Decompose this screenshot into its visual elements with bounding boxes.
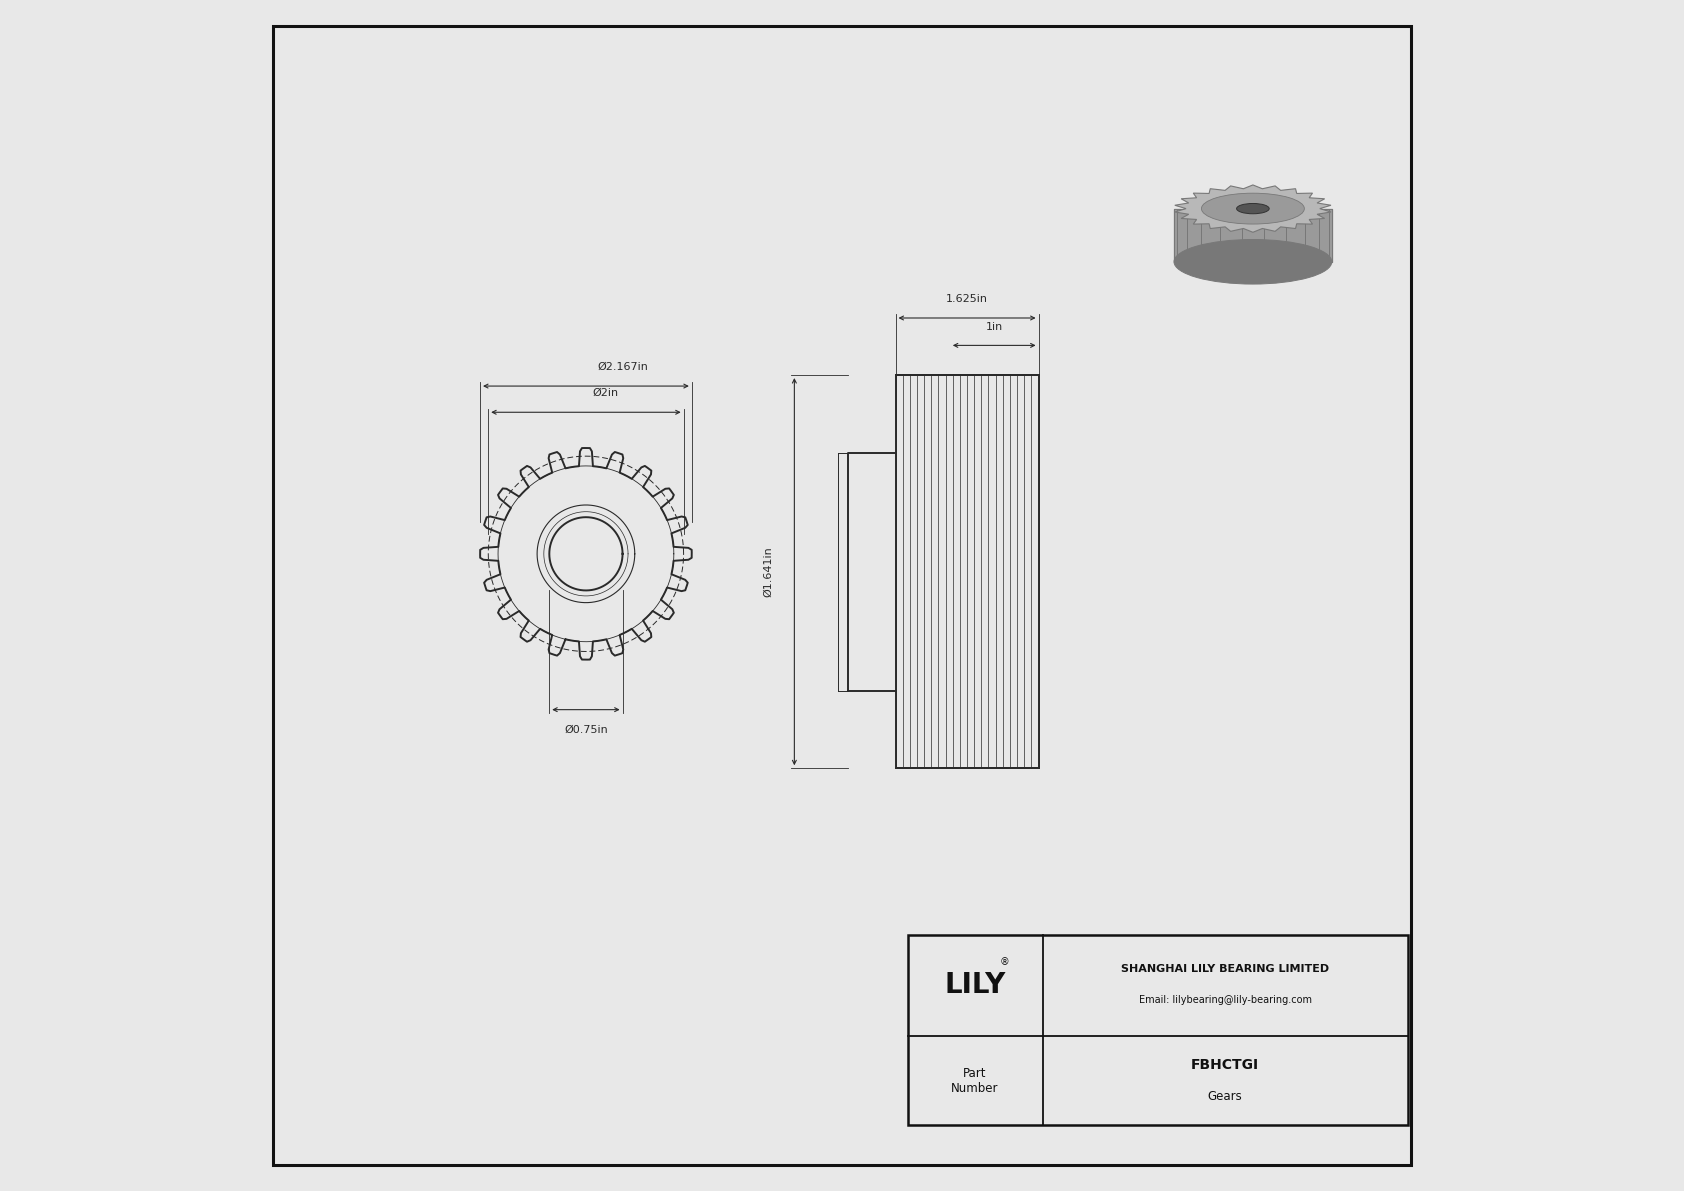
Text: Part
Number: Part Number: [951, 1067, 999, 1095]
Ellipse shape: [1201, 193, 1305, 224]
Text: SHANGHAI LILY BEARING LIMITED: SHANGHAI LILY BEARING LIMITED: [1122, 964, 1329, 974]
Text: Ø2in: Ø2in: [593, 388, 618, 398]
Text: Gears: Gears: [1207, 1090, 1243, 1103]
Text: LILY: LILY: [945, 972, 1005, 999]
Ellipse shape: [1236, 204, 1270, 213]
Text: Email: lilybearing@lily-bearing.com: Email: lilybearing@lily-bearing.com: [1138, 994, 1312, 1005]
Text: 1.625in: 1.625in: [946, 294, 989, 304]
Polygon shape: [1174, 208, 1332, 262]
Text: FBHCTGI: FBHCTGI: [1191, 1059, 1260, 1072]
Text: Ø2.167in: Ø2.167in: [598, 362, 648, 372]
Text: 1in: 1in: [985, 323, 1004, 332]
Text: Ø0.75in: Ø0.75in: [564, 725, 608, 735]
Text: Ø1.641in: Ø1.641in: [763, 547, 773, 597]
Ellipse shape: [1174, 239, 1332, 285]
Text: ®: ®: [1000, 956, 1010, 967]
Polygon shape: [1175, 185, 1330, 232]
